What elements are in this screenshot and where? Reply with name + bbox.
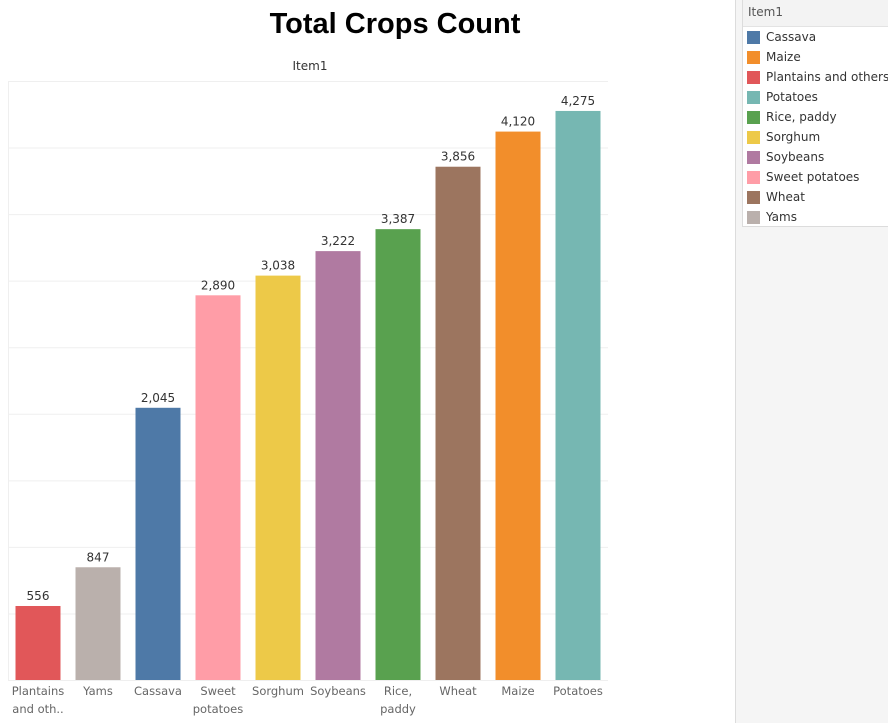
value-label: 2,890 — [201, 278, 235, 292]
tick-label: Sorghum — [252, 684, 304, 698]
bar[interactable] — [15, 605, 61, 680]
column-header: Item1 — [292, 59, 328, 73]
tick-label: Sweet — [200, 684, 236, 698]
legend-label: Sweet potatoes — [766, 170, 860, 184]
value-label: 4,120 — [501, 115, 535, 129]
tick-label: paddy — [380, 702, 416, 716]
tick-label: Rice, — [384, 684, 412, 698]
bars — [15, 110, 601, 681]
legend-swatch — [747, 70, 760, 84]
legend-label: Yams — [766, 210, 797, 224]
legend[interactable]: Item1 Cassava Maize Plantains and others Po… — [742, 0, 888, 227]
value-label: 2,045 — [141, 391, 175, 405]
bar[interactable] — [555, 110, 601, 680]
bar[interactable] — [255, 275, 301, 680]
legend-item[interactable]: Sorghum — [743, 127, 888, 147]
legend-label: Potatoes — [766, 90, 818, 104]
value-label: 3,856 — [441, 150, 475, 164]
legend-label: Soybeans — [766, 150, 825, 164]
legend-swatch — [747, 50, 760, 64]
bar[interactable] — [135, 407, 181, 680]
legend-swatch — [747, 210, 760, 224]
legend-item[interactable]: Plantains and others — [743, 67, 888, 87]
legend-swatch — [747, 150, 760, 164]
tick-label: potatoes — [193, 702, 244, 716]
legend-label: Maize — [766, 50, 801, 64]
tick-label: Plantains — [12, 684, 65, 698]
value-label: 3,038 — [261, 259, 295, 273]
bar[interactable] — [375, 229, 421, 681]
legend-label: Sorghum — [766, 130, 821, 144]
legend-swatch — [747, 90, 760, 104]
legend-item[interactable]: Sweet potatoes — [743, 167, 888, 187]
value-labels: 556 847 2,045 2,890 3,038 3,222 3,387 3,856 4,12… — [27, 94, 596, 603]
legend-item[interactable]: Maize — [743, 47, 888, 67]
tick-label: Soybeans — [310, 684, 366, 698]
value-label: 4,275 — [561, 94, 595, 108]
legend-item[interactable]: Rice, paddy — [743, 107, 888, 127]
value-label: 556 — [27, 589, 50, 603]
legend-label: Cassava — [766, 30, 817, 44]
value-label: 3,387 — [381, 212, 415, 226]
bar[interactable] — [195, 295, 241, 680]
legend-title: Item1 — [743, 0, 888, 27]
legend-item[interactable]: Wheat — [743, 187, 888, 207]
tick-label: Cassava — [134, 684, 182, 698]
legend-swatch — [747, 30, 760, 44]
legend-item[interactable]: Cassava — [743, 27, 888, 47]
legend-label: Plantains and others — [766, 70, 888, 84]
value-label: 3,222 — [321, 234, 355, 248]
legend-item[interactable]: Potatoes — [743, 87, 888, 107]
legend-label: Wheat — [766, 190, 805, 204]
tick-label: and oth.. — [12, 702, 63, 716]
tick-label: Yams — [82, 684, 113, 698]
bar[interactable] — [495, 131, 541, 681]
legend-swatch — [747, 130, 760, 144]
bar-chart: 556 847 2,045 2,890 3,038 3,222 3,387 3,856 4,12… — [8, 81, 608, 716]
legend-items: Cassava Maize Plantains and others Potatoes… — [743, 27, 888, 227]
tick-label: Wheat — [439, 684, 477, 698]
legend-swatch — [747, 110, 760, 124]
value-label: 847 — [87, 550, 110, 564]
chart-title: Total Crops Count — [269, 8, 521, 40]
x-axis-tick-labels: Plantains and oth.. Yams Cassava Sweet potato… — [12, 684, 603, 716]
bar[interactable] — [435, 166, 481, 680]
tick-label: Maize — [501, 684, 534, 698]
legend-swatch — [747, 170, 760, 184]
legend-label: Rice, paddy — [766, 110, 837, 124]
tick-label: Potatoes — [553, 684, 603, 698]
legend-swatch — [747, 190, 760, 204]
legend-item[interactable]: Soybeans — [743, 147, 888, 167]
bar[interactable] — [315, 251, 361, 680]
bar[interactable] — [75, 567, 121, 680]
legend-item[interactable]: Yams — [743, 207, 888, 227]
